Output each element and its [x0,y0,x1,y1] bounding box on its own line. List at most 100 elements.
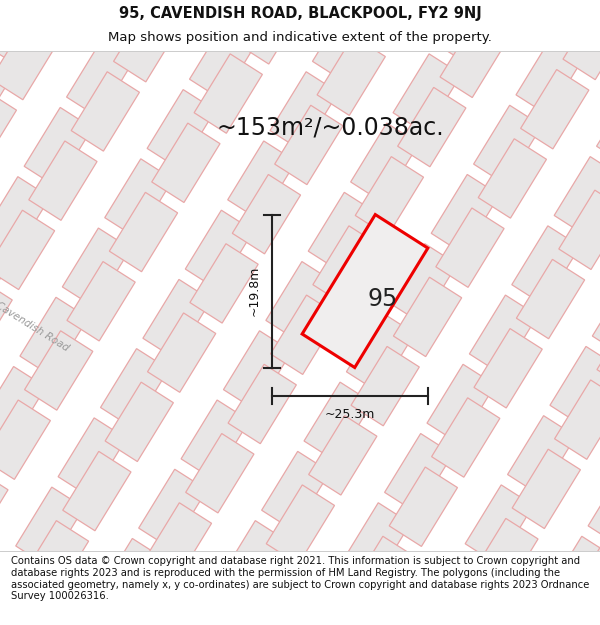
Polygon shape [224,554,292,625]
Polygon shape [0,210,55,289]
Polygon shape [359,0,428,46]
Polygon shape [227,141,296,221]
Polygon shape [275,105,343,184]
Polygon shape [143,503,212,582]
Polygon shape [71,72,139,151]
Polygon shape [0,556,41,625]
Polygon shape [313,2,381,82]
Polygon shape [554,157,600,236]
Text: ~153m²/~0.038ac.: ~153m²/~0.038ac. [216,116,444,140]
Polygon shape [236,0,305,64]
Polygon shape [270,72,338,151]
Polygon shape [398,88,466,167]
Polygon shape [105,159,173,238]
Polygon shape [355,157,424,236]
Text: ~25.3m: ~25.3m [325,408,375,421]
Polygon shape [0,89,16,169]
Polygon shape [512,449,580,529]
Polygon shape [62,228,131,308]
Polygon shape [223,331,292,410]
Polygon shape [592,278,600,357]
Polygon shape [478,139,547,218]
Polygon shape [67,38,135,118]
Polygon shape [20,298,88,377]
Polygon shape [0,0,54,66]
Polygon shape [394,278,461,357]
Polygon shape [266,485,335,564]
Text: Cavendish Road: Cavendish Road [0,300,70,353]
Polygon shape [101,349,169,428]
Polygon shape [308,192,377,272]
Polygon shape [24,107,92,187]
Polygon shape [516,36,584,116]
Polygon shape [347,536,415,616]
Polygon shape [512,226,580,305]
Polygon shape [431,174,499,254]
Polygon shape [593,501,600,580]
Polygon shape [473,105,542,184]
Polygon shape [266,261,334,341]
Polygon shape [67,261,135,341]
Polygon shape [317,36,385,116]
Polygon shape [423,554,491,625]
Polygon shape [469,295,538,374]
Polygon shape [563,0,600,80]
Polygon shape [190,21,258,100]
Polygon shape [185,210,254,289]
Polygon shape [550,346,600,426]
Polygon shape [559,190,600,269]
Polygon shape [546,536,600,616]
Polygon shape [389,244,457,323]
Polygon shape [185,434,254,513]
Polygon shape [16,487,84,566]
Polygon shape [427,364,495,444]
Polygon shape [597,311,600,390]
Polygon shape [304,382,373,461]
Text: 95: 95 [368,288,398,311]
Text: Map shows position and indicative extent of the property.: Map shows position and indicative extent… [108,31,492,44]
Polygon shape [351,346,419,426]
Text: ~19.8m: ~19.8m [248,266,260,316]
Polygon shape [0,279,12,359]
Polygon shape [470,518,538,598]
Polygon shape [346,313,415,392]
Polygon shape [0,177,50,256]
Polygon shape [596,88,600,167]
Polygon shape [139,469,207,549]
Polygon shape [228,364,296,444]
Polygon shape [63,451,131,531]
Polygon shape [393,54,461,133]
Polygon shape [181,400,250,479]
Polygon shape [109,192,178,272]
Polygon shape [588,467,600,546]
Polygon shape [436,0,504,64]
Polygon shape [308,416,377,495]
Polygon shape [143,279,211,359]
Polygon shape [219,521,287,600]
Polygon shape [302,214,428,368]
Polygon shape [148,313,216,392]
Polygon shape [152,123,220,202]
Polygon shape [194,54,262,133]
Polygon shape [0,436,4,515]
Polygon shape [436,208,504,288]
Polygon shape [559,0,600,46]
Polygon shape [147,89,215,169]
Polygon shape [0,21,59,100]
Polygon shape [25,331,93,410]
Polygon shape [0,400,50,479]
Polygon shape [440,18,508,98]
Polygon shape [0,56,12,136]
Polygon shape [342,503,410,582]
Polygon shape [96,539,164,618]
Polygon shape [554,380,600,459]
Polygon shape [271,295,339,374]
Polygon shape [389,467,457,546]
Polygon shape [431,398,500,478]
Text: Contains OS data © Crown copyright and database right 2021. This information is : Contains OS data © Crown copyright and d… [11,556,589,601]
Polygon shape [0,366,46,446]
Polygon shape [517,259,584,339]
Polygon shape [105,382,173,461]
Polygon shape [350,123,419,202]
Polygon shape [109,0,177,48]
